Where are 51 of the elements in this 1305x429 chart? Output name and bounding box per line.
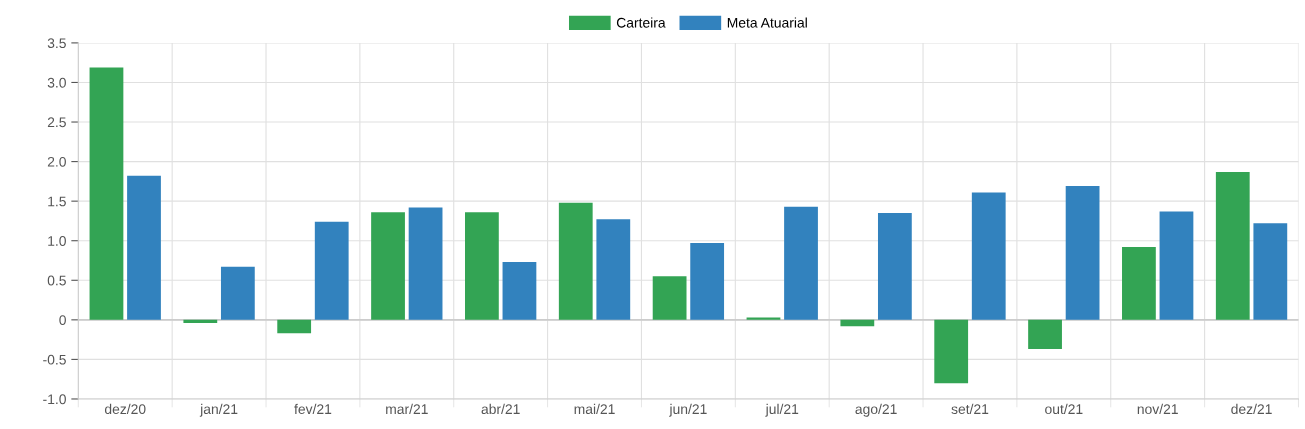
bar (314, 221, 349, 320)
bar (877, 213, 912, 320)
x-tick-label: dez/21 (1231, 403, 1272, 415)
bar (596, 219, 631, 320)
bar (183, 319, 218, 324)
y-tick-label: 0.5 (47, 275, 66, 286)
bar (971, 192, 1006, 320)
bar (127, 175, 161, 320)
y-tick-label: 0 (59, 315, 66, 326)
x-tick-label: jun/21 (669, 403, 707, 417)
y-tick-label: 1.0 (48, 236, 66, 246)
y-tick-label: 2.5 (47, 117, 66, 128)
bar (690, 243, 725, 320)
bar (465, 212, 499, 320)
bar (1028, 319, 1062, 350)
y-tick-label: 3.5 (47, 38, 66, 49)
bar (220, 266, 255, 320)
bar (1215, 171, 1250, 320)
x-tick-label: mar/21 (386, 403, 428, 415)
y-tick-label: -0.5 (43, 354, 66, 365)
bar (502, 262, 537, 320)
bar (1159, 211, 1194, 320)
bar (746, 317, 781, 320)
legend-label: Carteira (616, 17, 666, 28)
bar (784, 206, 818, 320)
x-tick-label: abr/21 (481, 403, 520, 415)
y-tick-label: 1.5 (48, 196, 66, 207)
bar (558, 202, 593, 320)
y-tick-label: 2.0 (47, 156, 66, 167)
bar (1253, 223, 1288, 320)
x-tick-label: mai/21 (574, 403, 615, 415)
legend-label: Meta Atuarial (727, 17, 807, 28)
x-tick-label: fev/21 (294, 403, 332, 415)
bar (934, 319, 969, 384)
bar (89, 67, 124, 320)
bar (371, 212, 405, 320)
x-tick-label: jul/21 (765, 403, 799, 417)
bar (408, 207, 443, 320)
bar (1065, 186, 1100, 320)
x-tick-label: dez/20 (104, 403, 146, 415)
y-tick-label: 3.0 (47, 77, 66, 88)
x-tick-label: ago/21 (855, 403, 897, 417)
x-tick-label: nov/21 (1137, 403, 1178, 415)
x-tick-label: jan/21 (199, 403, 238, 417)
y-tick-label: -1.0 (43, 394, 66, 405)
x-tick-label: set/21 (951, 403, 989, 415)
bar (1122, 247, 1156, 320)
bar (840, 319, 875, 327)
bar (277, 319, 312, 334)
x-tick-label: out/21 (1045, 403, 1083, 415)
bar (652, 276, 687, 320)
